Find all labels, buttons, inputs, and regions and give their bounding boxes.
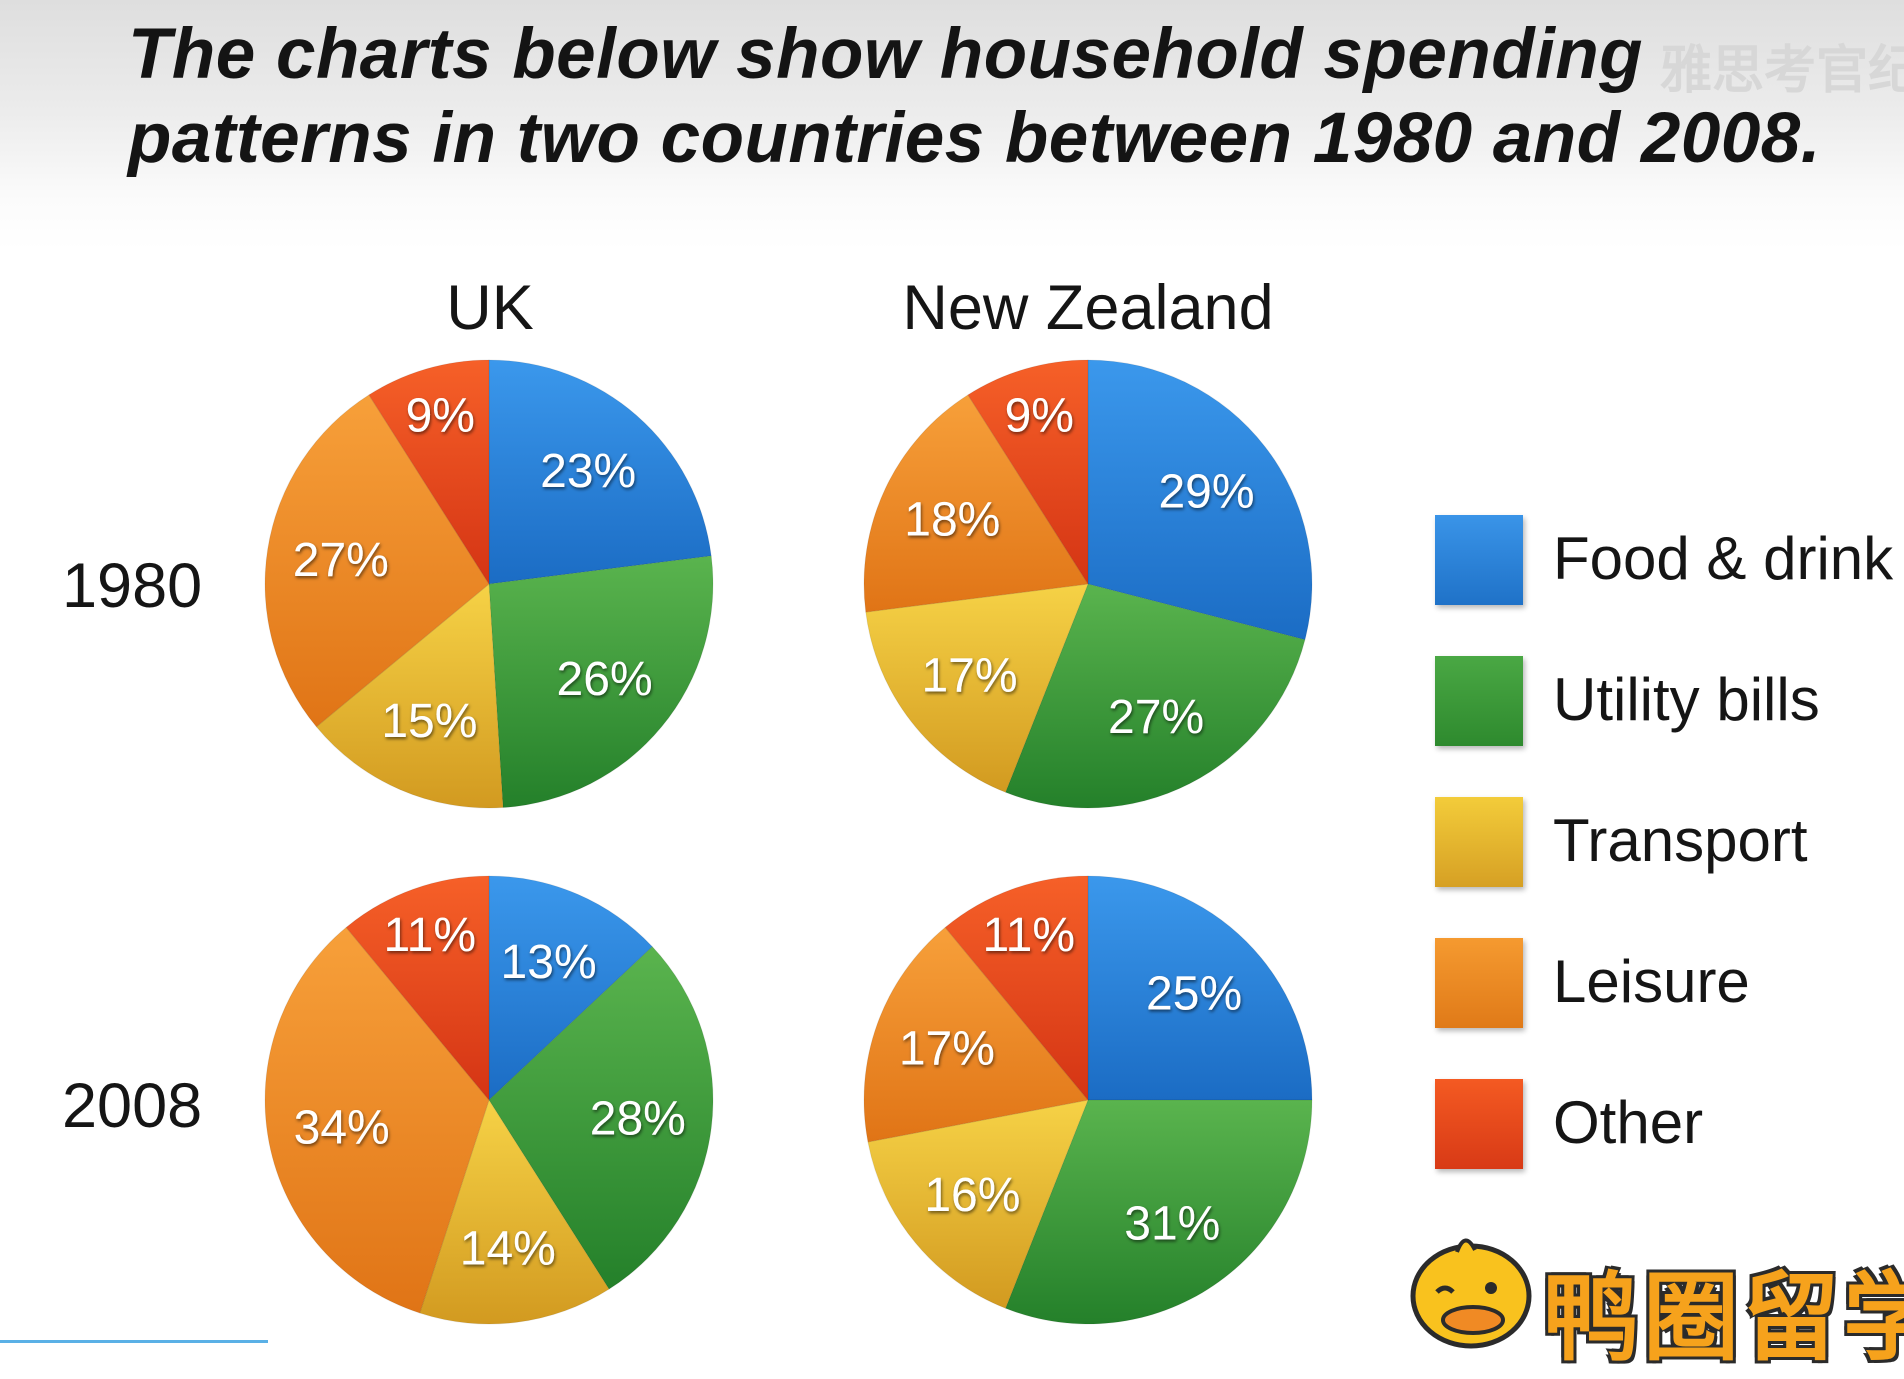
slice-utility-bills bbox=[488, 555, 714, 809]
logo: 鸭圈留学 bbox=[1405, 1220, 1904, 1374]
data-label-other: 11% bbox=[384, 909, 477, 962]
pie-new-zealand-2008: 25% 31% 16% 17% 11% bbox=[863, 875, 1313, 1325]
duck-icon bbox=[1410, 1238, 1532, 1349]
data-label-utility-bills: 26% bbox=[557, 653, 653, 706]
slice-transport bbox=[865, 583, 1089, 793]
legend-swatch-leisure bbox=[1435, 938, 1523, 1028]
slice-utility-bills bbox=[488, 945, 714, 1290]
row-label-2008: 2008 bbox=[62, 1071, 203, 1141]
data-label-transport: 15% bbox=[381, 695, 477, 748]
data-label-other: 9% bbox=[406, 390, 475, 443]
header-band bbox=[0, 0, 1904, 250]
data-label-leisure: 17% bbox=[899, 1023, 995, 1076]
slice-other bbox=[345, 875, 490, 1102]
legend-swatch-food-drink bbox=[1435, 515, 1523, 605]
data-label-leisure: 18% bbox=[904, 494, 1000, 547]
pie-uk-1980: 23% 26% 15% 27% 9% bbox=[264, 359, 714, 809]
data-label-utility-bills: 31% bbox=[1124, 1198, 1220, 1251]
slice-utility-bills bbox=[1004, 583, 1306, 809]
data-label-food-drink: 23% bbox=[540, 445, 636, 498]
pie-uk-2008: 13% 28% 14% 34% 11% bbox=[264, 875, 714, 1325]
legend-swatch-transport bbox=[1435, 797, 1523, 887]
slice-transport bbox=[867, 1099, 1089, 1309]
legend-label-other: Other bbox=[1553, 1089, 1704, 1156]
logo-text: 鸭圈留学 bbox=[1543, 1262, 1904, 1374]
slice-utility-bills bbox=[1004, 1099, 1313, 1325]
slice-other bbox=[368, 359, 490, 586]
data-label-transport: 16% bbox=[924, 1169, 1020, 1222]
data-label-leisure: 27% bbox=[293, 534, 389, 587]
data-label-food-drink: 13% bbox=[501, 936, 597, 989]
data-label-transport: 14% bbox=[460, 1222, 556, 1275]
slice-food-drink bbox=[488, 359, 712, 585]
column-label-uk: UK bbox=[446, 273, 534, 343]
row-label-1980: 1980 bbox=[62, 551, 203, 621]
slice-other bbox=[967, 359, 1089, 586]
slice-transport bbox=[315, 582, 504, 809]
data-label-utility-bills: 28% bbox=[590, 1092, 686, 1145]
column-label-new-zealand: New Zealand bbox=[902, 273, 1274, 343]
slice-food-drink bbox=[488, 875, 653, 1102]
legend-label-leisure: Leisure bbox=[1553, 948, 1750, 1015]
pie-new-zealand-1980: 29% 27% 17% 18%9% bbox=[863, 359, 1313, 809]
legend-swatch-utility-bills bbox=[1435, 656, 1523, 746]
data-label-utility-bills: 27% bbox=[1108, 691, 1204, 744]
chart-title-line-2: patterns in two countries between 1980 a… bbox=[128, 99, 1822, 178]
data-label-leisure: 34% bbox=[294, 1102, 390, 1155]
slice-leisure bbox=[863, 394, 1089, 613]
slice-leisure bbox=[863, 926, 1089, 1143]
data-label-transport: 17% bbox=[921, 649, 1017, 702]
data-label-food-drink: 29% bbox=[1158, 466, 1254, 519]
slice-other bbox=[944, 875, 1089, 1102]
slice-transport bbox=[419, 1098, 610, 1325]
slice-food-drink bbox=[1087, 875, 1313, 1101]
legend-label-food-drink: Food & drink bbox=[1553, 525, 1894, 592]
legend-label-transport: Transport bbox=[1553, 807, 1808, 874]
slice-leisure bbox=[264, 394, 490, 728]
data-label-food-drink: 25% bbox=[1146, 967, 1242, 1020]
watermark-text: 雅思考官纪 bbox=[1660, 41, 1904, 101]
data-label-other: 11% bbox=[983, 909, 1076, 962]
chart-title-line-1: The charts below show household spending bbox=[128, 15, 1644, 94]
progress-underline bbox=[0, 1340, 268, 1343]
legend-label-utility-bills: Utility bills bbox=[1553, 666, 1820, 733]
slice-food-drink bbox=[1087, 359, 1313, 641]
slice-leisure bbox=[264, 926, 490, 1314]
legend-swatch-other bbox=[1435, 1079, 1523, 1169]
data-label-other: 9% bbox=[1005, 390, 1074, 443]
